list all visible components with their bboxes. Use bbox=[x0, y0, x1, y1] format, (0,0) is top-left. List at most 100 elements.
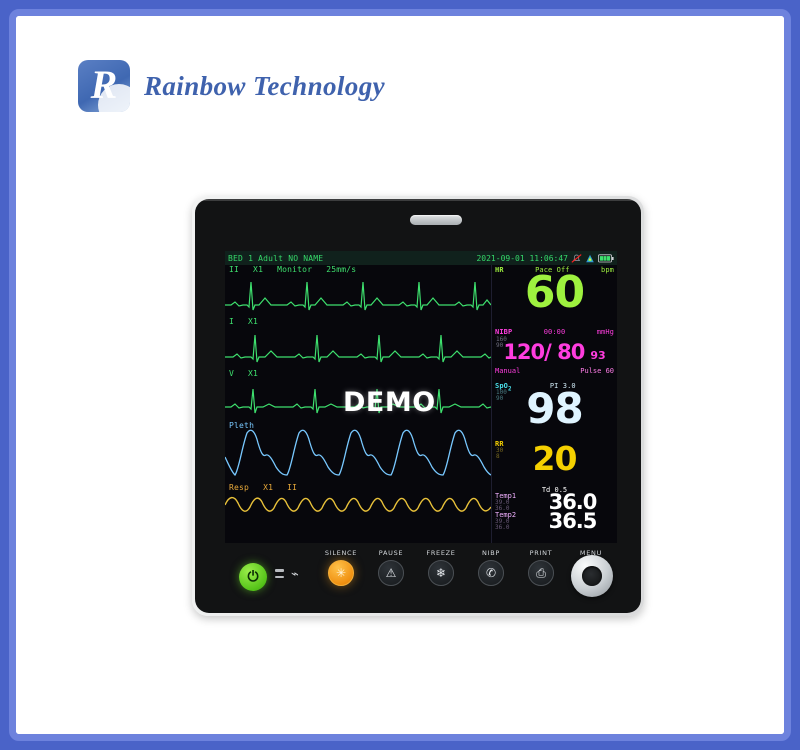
param-rr[interactable]: RR 30 8 20 bbox=[492, 439, 617, 485]
brand-logo-mark: R bbox=[78, 60, 130, 112]
param-nibp-unit: mmHg bbox=[596, 328, 614, 336]
param-temp2-value: 36.5 bbox=[548, 508, 598, 533]
param-spo2[interactable]: SpO2 PI 3.0 100 90 98 bbox=[492, 381, 617, 439]
battery-icon[interactable] bbox=[598, 253, 614, 263]
brand-name: Rainbow Technology bbox=[144, 70, 385, 101]
led-battery bbox=[275, 575, 284, 578]
param-hr[interactable]: HR Pace Off bpm 60 bbox=[492, 265, 617, 327]
brand-logo-letter: R bbox=[90, 61, 118, 107]
param-nibp-value: 120/ 80 bbox=[503, 340, 585, 364]
alarm-silence-icon[interactable]: ✳ bbox=[328, 560, 354, 586]
key-freeze-glyph: ❄ bbox=[435, 566, 447, 580]
alarm-off-icon[interactable] bbox=[571, 253, 582, 263]
key-nibp-label: NIBP bbox=[482, 549, 500, 557]
parameter-panel[interactable]: HR Pace Off bpm 60 NIBP 00:00 mmHg bbox=[491, 265, 617, 543]
param-temp1-limit-low: 36.0 bbox=[495, 505, 510, 513]
key-nibp-glyph: ✆ bbox=[485, 566, 497, 580]
product-photo-canvas: R Rainbow Technology BED 1 Adult NO NAME… bbox=[16, 16, 784, 734]
param-nibp-limits: 160 90 bbox=[496, 336, 507, 350]
key-pause-glyph: ⚠ bbox=[385, 566, 397, 580]
param-hr-status: Pace Off bbox=[535, 266, 570, 274]
waveform-row-resp[interactable]: Resp X1 II bbox=[225, 483, 491, 535]
rotary-knob-center[interactable] bbox=[582, 566, 602, 586]
param-nibp-mean: 93 bbox=[590, 349, 606, 362]
key-pause[interactable]: PAUSE ⚠ bbox=[373, 549, 409, 586]
resp-trace bbox=[225, 496, 491, 512]
power-icon: ⏻ bbox=[247, 569, 259, 585]
param-hr-value: 60 bbox=[524, 267, 585, 318]
param-nibp-limit-high: 160 bbox=[496, 336, 507, 343]
alarm-pause-icon[interactable]: ⚠ bbox=[378, 560, 404, 586]
page-inner-frame: R Rainbow Technology BED 1 Adult NO NAME… bbox=[9, 9, 791, 741]
key-silence[interactable]: SILENCE ✳ bbox=[323, 549, 359, 586]
key-nibp[interactable]: NIBP ✆ bbox=[473, 549, 509, 586]
param-spo2-limits: 100 90 bbox=[496, 389, 507, 403]
key-freeze-label: FREEZE bbox=[426, 549, 456, 557]
param-nibp-timer: 00:00 bbox=[543, 328, 566, 336]
param-spo2-value: 98 bbox=[526, 384, 583, 434]
waveform-row-ecg-ii[interactable]: II X1 Monitor 25mm/s bbox=[225, 265, 491, 317]
ecg-ii-trace bbox=[225, 281, 491, 311]
param-temp2-limit-high: 39.0 bbox=[495, 517, 510, 525]
param-spo2-header: SpO2 PI 3.0 bbox=[495, 382, 614, 392]
ecg-i-trace bbox=[225, 334, 491, 363]
param-temp1-limits: 39.0 36.0 bbox=[495, 500, 529, 512]
ecg-v-trace bbox=[225, 388, 491, 414]
param-nibp-limit-low: 90 bbox=[496, 342, 504, 350]
param-temp-td: Td 0.5 bbox=[541, 486, 568, 494]
param-hr-header: HR Pace Off bpm bbox=[495, 266, 614, 274]
waveform-row-ecg-i[interactable]: I X1 bbox=[225, 317, 491, 369]
alarm-indicator-icon: ⌁ bbox=[291, 567, 299, 582]
key-silence-label: SILENCE bbox=[324, 549, 358, 557]
device-bezel: BED 1 Adult NO NAME 2021-09-01 11:06:47 bbox=[195, 199, 641, 613]
key-freeze[interactable]: FREEZE ❄ bbox=[423, 549, 459, 586]
network-icon[interactable] bbox=[585, 254, 595, 263]
patient-info-label[interactable]: BED 1 Adult NO NAME bbox=[228, 253, 324, 263]
power-button[interactable]: ⏻ bbox=[239, 563, 267, 591]
snowflake-icon[interactable]: ❄ bbox=[428, 560, 454, 586]
param-rr-limit-high: 30 bbox=[496, 447, 504, 454]
alarm-lightbar bbox=[410, 215, 462, 225]
param-nibp-label: NIBP bbox=[495, 328, 513, 336]
param-nibp[interactable]: NIBP 00:00 mmHg 160 90 120/ 80 93 bbox=[492, 327, 617, 387]
brand-logo: R Rainbow Technology bbox=[78, 60, 385, 112]
param-nibp-mode: Manual bbox=[495, 366, 521, 375]
param-temp2-limit-low: 36.0 bbox=[495, 523, 510, 531]
printer-icon[interactable]: ⎙ bbox=[528, 560, 554, 586]
key-pause-label: PAUSE bbox=[378, 549, 404, 557]
param-rr-header: RR bbox=[495, 440, 614, 448]
param-temp2-limits: 39.0 36.0 bbox=[495, 517, 529, 531]
param-hr-unit: bpm bbox=[601, 266, 614, 274]
param-spo2-label: SpO2 bbox=[495, 382, 512, 393]
param-rr-limits: 30 8 bbox=[496, 447, 504, 461]
param-nibp-pulse: Pulse 60 bbox=[580, 366, 614, 375]
function-key-row: SILENCE ✳ PAUSE ⚠ FREEZE bbox=[323, 549, 609, 586]
param-temp1-label: Temp1 bbox=[495, 492, 517, 501]
param-rr-value: 20 bbox=[532, 439, 578, 478]
screen-header-bar: BED 1 Adult NO NAME 2021-09-01 11:06:47 bbox=[225, 251, 617, 265]
header-status-icons: 2021-09-01 11:06:47 bbox=[476, 254, 614, 263]
param-spo2-pi: PI 3.0 bbox=[549, 382, 576, 390]
param-spo2-limit-high: 100 bbox=[496, 389, 507, 396]
waveform-row-pleth[interactable]: Pleth bbox=[225, 421, 491, 483]
datetime-label: 2021-09-01 11:06:47 bbox=[476, 253, 568, 263]
key-silence-glyph: ✳ bbox=[335, 566, 347, 580]
param-nibp-header: NIBP 00:00 mmHg bbox=[495, 328, 614, 336]
param-temp[interactable]: Td 0.5 Temp1 39.0 36.0 36.0 bbox=[492, 485, 617, 535]
param-temp1-limit-high: 39.0 bbox=[495, 499, 510, 507]
key-print[interactable]: PRINT ⎙ bbox=[523, 549, 559, 586]
bp-cuff-icon[interactable]: ✆ bbox=[478, 560, 504, 586]
param-temp2-label: Temp2 bbox=[495, 510, 517, 519]
param-rr-label: RR bbox=[495, 440, 504, 448]
key-print-label: PRINT bbox=[529, 549, 553, 557]
key-print-glyph: ⎙ bbox=[536, 566, 546, 580]
param-rr-limit-low: 8 bbox=[496, 453, 500, 461]
demo-watermark: DEMO bbox=[343, 387, 436, 418]
param-spo2-limit-low: 90 bbox=[496, 395, 504, 403]
status-leds bbox=[275, 569, 284, 582]
control-panel: ⏻ ⌁ SILENCE ✳ PAUSE bbox=[195, 541, 641, 613]
waveform-area[interactable]: II X1 Monitor 25mm/s I X1 bbox=[225, 265, 491, 543]
rotary-knob[interactable] bbox=[571, 555, 613, 597]
monitor-screen[interactable]: BED 1 Adult NO NAME 2021-09-01 11:06:47 bbox=[225, 251, 617, 543]
pleth-trace bbox=[225, 429, 491, 477]
